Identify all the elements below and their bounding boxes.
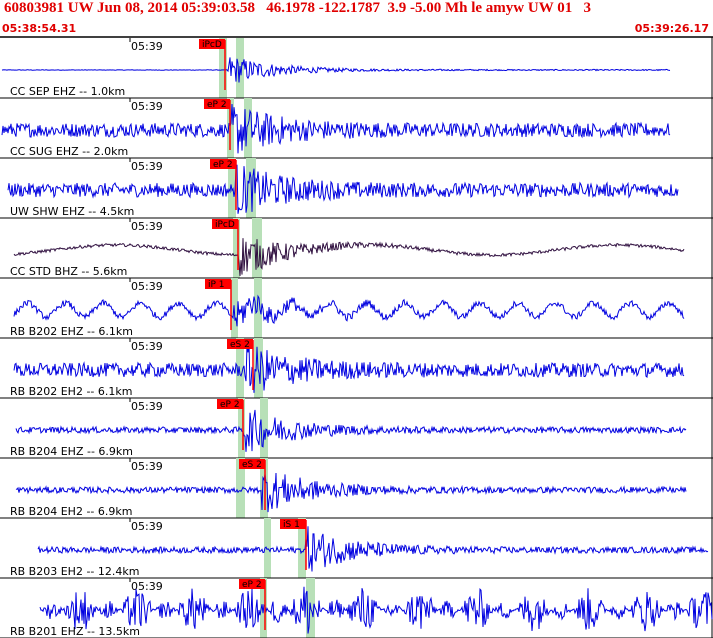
event-header: 60803981 UW Jun 08, 2014 05:39:03.58 46.… (4, 0, 591, 16)
waveform (13, 238, 685, 277)
pick-window (298, 518, 306, 578)
time-tick-label: 05:39 (131, 40, 163, 53)
pick-label-box[interactable] (210, 159, 236, 169)
end-time: 05:39:26.17 (634, 22, 709, 35)
pick-label-box[interactable] (227, 339, 253, 349)
time-tick-label: 05:39 (131, 520, 163, 533)
trace-row[interactable]: 05:39 iPcD CC SEP EHZ -- 1.0km (0, 38, 713, 99)
waveform (15, 472, 687, 513)
station-label: CC STD BHZ -- 5.6km (10, 265, 127, 278)
station-label: RB B204 EHZ -- 6.9km (10, 445, 133, 458)
pick-label-box[interactable] (217, 399, 243, 409)
waveform (7, 164, 679, 214)
pick-window (219, 38, 227, 98)
trace-row[interactable]: 05:39 eS 2 RB B202 EH2 -- 6.1km (0, 338, 713, 399)
pick-label-box[interactable] (199, 39, 225, 49)
station-label: RB B202 EH2 -- 6.1km (10, 385, 132, 398)
trace-row[interactable]: 05:39 iP 1 RB B202 EHZ -- 6.1km (0, 278, 713, 339)
time-tick-label: 05:39 (131, 580, 163, 593)
trace-row[interactable]: 05:39 iS 1 RB B203 EH2 -- 12.4km (0, 518, 713, 579)
pick-window (260, 398, 268, 458)
pick-window (236, 458, 245, 518)
waveform (1, 103, 671, 154)
trace-row[interactable]: 05:39 eP 2 RB B204 EHZ -- 6.9km (0, 398, 713, 459)
time-tick-label: 05:39 (131, 460, 163, 473)
pick-label: eS 2 (242, 460, 262, 470)
time-tick-label: 05:39 (131, 100, 163, 113)
trace-row[interactable]: 05:39 eP 2 UW SHW EHZ -- 4.5km (0, 158, 713, 219)
pick-window (254, 338, 263, 398)
pick-label-box[interactable] (212, 219, 238, 229)
station-label: UW SHW EHZ -- 4.5km (10, 205, 134, 218)
station-label: CC SEP EHZ -- 1.0km (10, 85, 125, 98)
time-tick-label: 05:39 (131, 220, 163, 233)
pick-window (264, 518, 271, 578)
start-time: 05:38:54.31 (2, 22, 77, 35)
pick-label: eP 2 (242, 580, 262, 590)
time-tick-label: 05:39 (131, 280, 163, 293)
waveform (37, 526, 709, 572)
time-tick-label: 05:39 (131, 340, 163, 353)
pick-label-box[interactable] (239, 459, 265, 469)
pick-window (236, 338, 244, 398)
pick-label: eS 2 (230, 340, 250, 350)
pick-label: iS 1 (283, 520, 300, 530)
pick-label-box[interactable] (239, 579, 265, 589)
trace-row[interactable]: 05:39 eP 2 RB B201 EHZ -- 13.5km (0, 578, 713, 638)
waveform (13, 343, 685, 393)
pick-label: eP 2 (213, 160, 233, 170)
pick-window (254, 278, 262, 338)
time-tick-label: 05:39 (131, 160, 163, 173)
trace-row[interactable]: 05:39 eP 2 CC SUG EHZ -- 2.0km (0, 98, 713, 159)
station-label: CC SUG EHZ -- 2.0km (10, 145, 128, 158)
pick-label: iPcD (202, 40, 222, 50)
pick-label: iPcD (215, 220, 235, 230)
waveform (13, 294, 685, 327)
station-label: RB B203 EH2 -- 12.4km (10, 565, 139, 578)
pick-window (244, 98, 252, 158)
trace-row[interactable]: 05:39 eS 2 RB B204 EH2 -- 6.9km (0, 458, 713, 519)
station-label: RB B202 EHZ -- 6.1km (10, 325, 133, 338)
trace-row[interactable]: 05:39 iPcD CC STD BHZ -- 5.6km (0, 218, 713, 279)
pick-label-box[interactable] (205, 279, 231, 289)
pick-label-box[interactable] (204, 99, 230, 109)
pick-label: iP 1 (208, 280, 225, 290)
pick-window (238, 398, 245, 458)
station-label: RB B201 EHZ -- 13.5km (10, 625, 140, 638)
pick-label: eP 2 (220, 400, 240, 410)
pick-label: eP 2 (207, 100, 227, 110)
waveform (39, 586, 713, 634)
station-label: RB B204 EH2 -- 6.9km (10, 505, 132, 518)
pick-label-box[interactable] (280, 519, 306, 529)
pick-window (260, 458, 268, 518)
waveform (1, 57, 671, 83)
pick-window (233, 218, 240, 278)
time-tick-label: 05:39 (131, 400, 163, 413)
waveform (15, 409, 687, 452)
